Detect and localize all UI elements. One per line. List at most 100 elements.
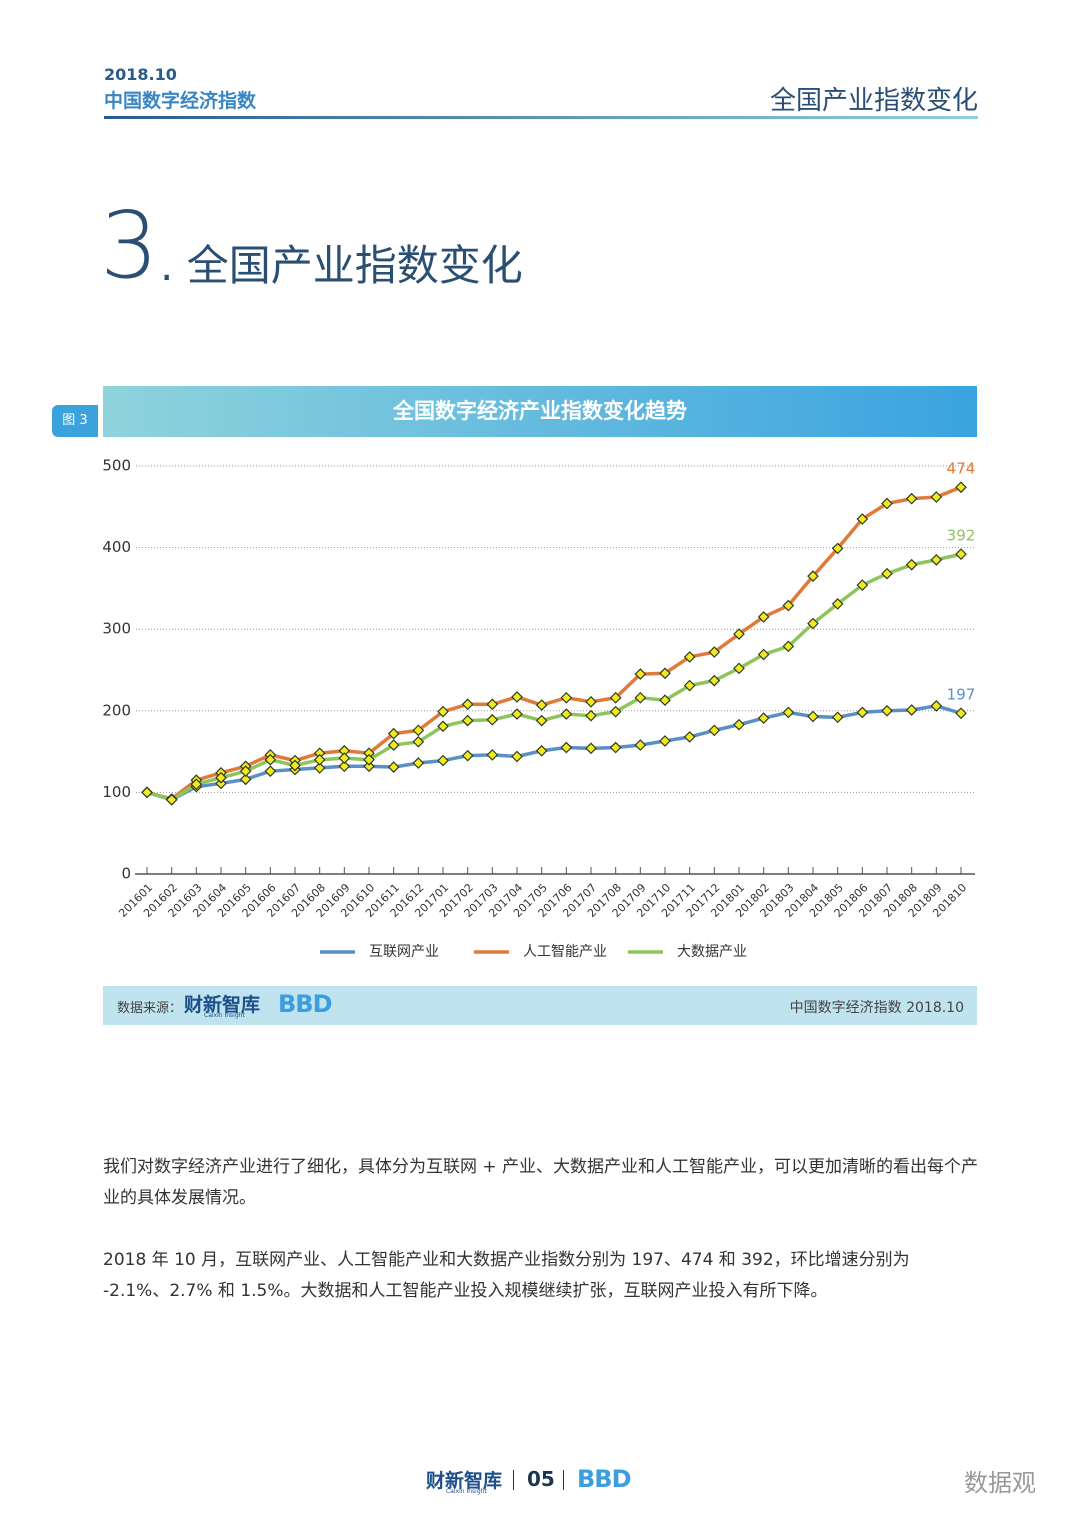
- marker: [535, 699, 548, 711]
- source-logo: 财新智库: [184, 994, 261, 1016]
- marker: [363, 753, 375, 766]
- marker: [486, 698, 499, 711]
- marker: [190, 778, 203, 791]
- marker: [437, 754, 449, 767]
- marker: [856, 706, 869, 719]
- footer-page: 05: [527, 1467, 555, 1491]
- marker: [461, 698, 474, 711]
- series-line: [146, 485, 962, 801]
- marker: [486, 749, 499, 761]
- legend-label: 互联网产业: [369, 944, 439, 960]
- marker: [930, 553, 943, 566]
- marker: [264, 765, 277, 778]
- marker: [782, 706, 795, 719]
- marker: [807, 710, 819, 723]
- end-label: 197: [947, 686, 976, 704]
- series-line: [146, 704, 962, 802]
- footer-logo: 财新智库: [426, 1470, 503, 1492]
- marker: [905, 704, 918, 716]
- section-title: . 全国产业指数变化: [160, 241, 523, 290]
- header-date: 2018.10: [104, 65, 177, 84]
- marker: [313, 753, 326, 766]
- marker: [683, 731, 696, 743]
- marker: [659, 667, 671, 680]
- marker: [831, 598, 844, 610]
- end-label: 392: [947, 527, 976, 545]
- marker: [585, 709, 597, 722]
- footer-logo-sub: Caixin Insight: [446, 1488, 487, 1495]
- marker: [856, 513, 869, 525]
- marker: [511, 750, 523, 763]
- marker: [831, 711, 844, 724]
- marker: [733, 718, 745, 731]
- marker: [437, 705, 449, 718]
- marker: [264, 753, 277, 766]
- marker: [141, 786, 153, 799]
- chart-title: 全国数字经济产业指数变化趋势: [103, 386, 977, 437]
- marker: [609, 705, 622, 718]
- figure-label: 图 3: [52, 405, 98, 437]
- source-note: 中国数字经济指数 2018.10: [789, 1000, 964, 1016]
- marker: [239, 765, 252, 778]
- section-number: 3: [100, 192, 159, 299]
- marker: [609, 741, 622, 754]
- marker: [881, 497, 893, 510]
- marker: [560, 741, 573, 754]
- marker: [363, 760, 375, 773]
- marker: [387, 727, 400, 740]
- marker: [239, 773, 252, 786]
- footer-divider: [563, 1470, 564, 1490]
- marker: [387, 761, 400, 773]
- watermark: 数据观: [964, 1469, 1036, 1497]
- end-label: 474: [947, 460, 976, 478]
- y-tick-label: 500: [102, 457, 131, 475]
- marker: [683, 679, 696, 692]
- marker: [881, 704, 893, 717]
- marker: [412, 735, 425, 748]
- marker: [757, 611, 770, 623]
- header-report: 中国数字经济指数: [104, 90, 257, 112]
- marker: [461, 749, 474, 762]
- source-logo2: BBD: [278, 990, 333, 1018]
- marker: [955, 548, 967, 560]
- legend-label: 人工智能产业: [523, 944, 607, 960]
- marker: [338, 760, 351, 773]
- marker: [782, 599, 795, 612]
- series-line: [146, 552, 962, 802]
- marker: [289, 759, 301, 772]
- marker: [338, 752, 351, 764]
- marker: [511, 691, 523, 703]
- source-label: 数据来源：: [117, 1001, 183, 1016]
- footer-logo2: BBD: [577, 1465, 632, 1493]
- marker: [215, 771, 227, 784]
- marker: [807, 570, 819, 583]
- marker: [659, 735, 671, 747]
- marker: [560, 708, 573, 720]
- marker: [733, 662, 745, 675]
- marker: [708, 646, 721, 658]
- marker: [535, 744, 548, 757]
- marker: [560, 691, 573, 704]
- y-tick-label: 400: [102, 538, 131, 556]
- marker: [683, 651, 696, 663]
- header-section: 全国产业指数变化: [769, 86, 978, 116]
- y-tick-label: 300: [102, 620, 131, 638]
- marker: [930, 491, 943, 503]
- header-rule: [104, 116, 978, 119]
- marker: [955, 707, 967, 720]
- marker: [757, 648, 770, 661]
- marker: [881, 567, 893, 580]
- source-logo-sub: Caixin Insight: [204, 1012, 245, 1019]
- marker: [807, 617, 819, 630]
- marker: [930, 700, 943, 712]
- marker: [905, 492, 918, 505]
- y-tick-label: 0: [121, 865, 131, 883]
- legend-label: 大数据产业: [677, 944, 747, 960]
- marker: [535, 714, 548, 727]
- marker: [955, 481, 967, 494]
- marker: [387, 739, 400, 751]
- marker: [585, 742, 597, 755]
- marker: [585, 695, 597, 708]
